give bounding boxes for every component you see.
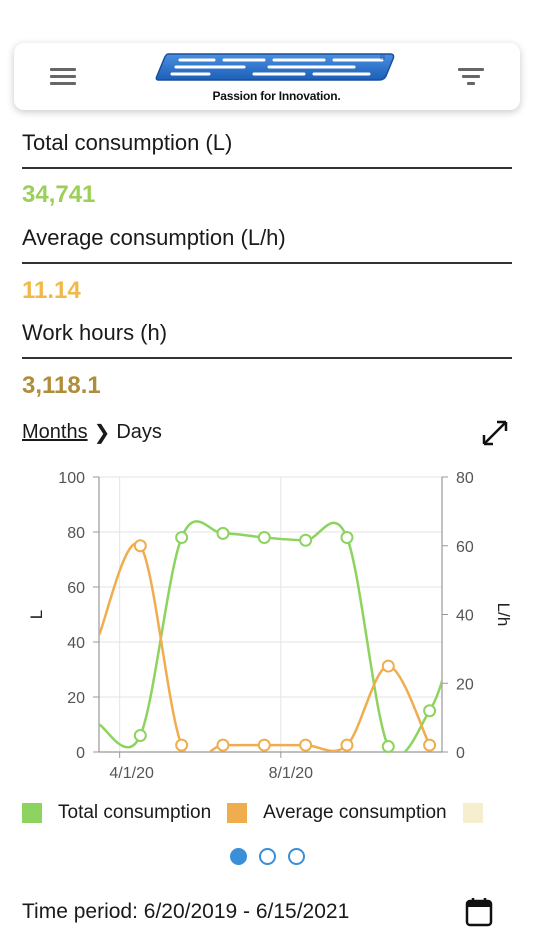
y-right-tick-label: 80 xyxy=(456,470,474,487)
data-point xyxy=(381,659,395,673)
chart-labels: 0 20 40 60 80 100 0 20 40 60 80 4/1/20 8/1/20 L L/h xyxy=(27,470,513,782)
y-left-tick-label: 40 xyxy=(67,635,85,652)
y-right-tick-label: 40 xyxy=(456,608,474,625)
breadcrumb-days: Days xyxy=(116,421,162,443)
x-tick-label: 8/1/20 xyxy=(269,765,314,782)
chart-grid xyxy=(99,476,443,753)
filter-icon[interactable] xyxy=(458,68,484,86)
x-tick-label: 4/1/20 xyxy=(109,765,154,782)
chevron-right-icon: ❯ xyxy=(93,422,111,444)
divider xyxy=(22,167,512,169)
legend-swatch xyxy=(462,803,483,823)
page-dot[interactable] xyxy=(230,848,247,865)
chart-legend: Total consumption Average consumption xyxy=(22,800,499,826)
page-dot[interactable] xyxy=(288,848,305,865)
series-line-average-consumption xyxy=(99,542,431,752)
time-period: Time period: 6/20/2019 - 6/15/2021 xyxy=(22,900,350,923)
total-consumption-label: Total consumption (L) xyxy=(22,130,233,155)
work-hours-label: Work hours (h) xyxy=(22,320,168,345)
landini-logo-mark: ® xyxy=(155,53,395,81)
data-point xyxy=(216,738,230,752)
breadcrumb: Months ❯ Days xyxy=(22,420,162,445)
data-point xyxy=(381,740,395,753)
data-point xyxy=(257,738,271,752)
data-point xyxy=(299,738,313,752)
data-point xyxy=(175,531,189,544)
y-left-tick-label: 60 xyxy=(67,580,85,597)
menu-icon[interactable] xyxy=(50,68,76,86)
data-point xyxy=(299,533,313,547)
data-point xyxy=(216,526,230,540)
brand-logo: ® Passion for Innovation. xyxy=(154,51,399,105)
y-left-tick-label: 20 xyxy=(67,690,85,707)
work-hours-value: 3,118.1 xyxy=(22,372,101,399)
legend-label: Average consumption xyxy=(263,802,447,823)
total-consumption-value: 34,741 xyxy=(22,181,96,208)
legend-swatch xyxy=(227,803,248,823)
expand-icon[interactable] xyxy=(480,418,510,448)
calendar-icon[interactable] xyxy=(464,896,494,928)
page-indicator xyxy=(230,848,317,865)
legend-item-work-hours[interactable] xyxy=(462,803,483,823)
divider xyxy=(22,357,512,359)
average-consumption-value: 11.14 xyxy=(22,277,81,304)
legend-swatch xyxy=(22,803,42,823)
legend-item-average-consumption[interactable]: Average consumption xyxy=(227,802,447,824)
consumption-chart: 0 20 40 60 80 100 0 20 40 60 80 4/1/20 8/1/20 L L/h xyxy=(27,470,513,782)
y-right-axis-title: L/h xyxy=(494,603,513,627)
y-right-tick-label: 60 xyxy=(456,539,474,556)
y-right-tick-label: 0 xyxy=(456,745,465,762)
divider xyxy=(22,262,512,264)
chart-series xyxy=(99,520,442,753)
y-left-tick-label: 80 xyxy=(67,525,85,542)
data-point xyxy=(340,531,354,544)
y-left-axis-title: L xyxy=(27,610,46,619)
data-point xyxy=(340,738,354,752)
svg-text:®: ® xyxy=(380,54,386,62)
y-right-tick-label: 20 xyxy=(456,676,474,693)
data-point xyxy=(423,704,437,718)
breadcrumb-months-link[interactable]: Months xyxy=(22,421,88,443)
app-header: ® Passion for Innovation. xyxy=(14,43,520,110)
y-left-tick-label: 0 xyxy=(76,745,85,762)
data-point xyxy=(257,531,271,544)
brand-tagline: Passion for Innovation. xyxy=(212,89,341,103)
data-point xyxy=(133,729,147,742)
y-left-tick-label: 100 xyxy=(58,470,85,487)
legend-label: Total consumption xyxy=(58,802,212,823)
legend-item-total-consumption[interactable]: Total consumption xyxy=(22,802,211,824)
data-point xyxy=(175,738,189,752)
data-point xyxy=(133,539,147,553)
series-line-total-consumption xyxy=(99,520,442,752)
page-dot[interactable] xyxy=(259,848,276,865)
data-point xyxy=(423,738,437,752)
average-consumption-label: Average consumption (L/h) xyxy=(22,225,286,250)
